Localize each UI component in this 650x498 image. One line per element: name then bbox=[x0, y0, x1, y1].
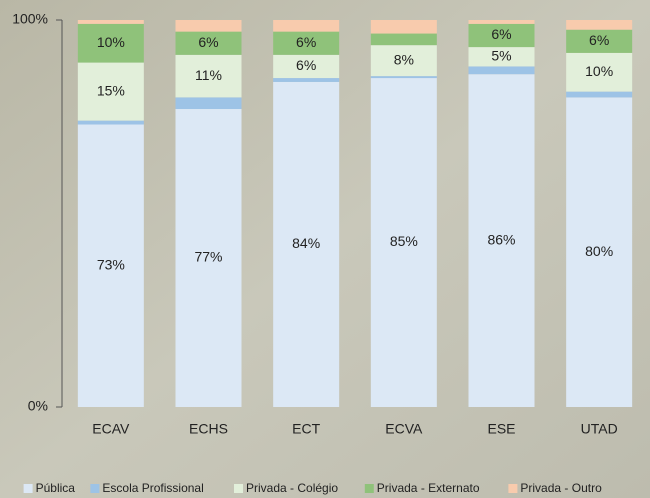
bar-segment bbox=[273, 20, 339, 32]
data-label: 85% bbox=[390, 233, 418, 249]
legend-label: Pública bbox=[36, 481, 76, 495]
legend-label: Escola Profissional bbox=[102, 481, 203, 495]
data-label: 73% bbox=[97, 256, 125, 272]
page: {"chart_data": {"type": "stacked-bar", "… bbox=[0, 0, 650, 498]
x-tick-label: UTAD bbox=[581, 421, 618, 437]
y-tick-label: 100% bbox=[12, 11, 48, 27]
data-label: 80% bbox=[585, 243, 613, 259]
data-label: 11% bbox=[195, 67, 222, 83]
bar-segment bbox=[371, 34, 437, 46]
bar-segment bbox=[371, 76, 437, 78]
bar-segment bbox=[176, 97, 242, 109]
x-tick-label: ECAV bbox=[92, 421, 130, 437]
data-label: 8% bbox=[394, 51, 414, 67]
data-label: 77% bbox=[194, 249, 222, 265]
x-tick-label: ECHS bbox=[189, 421, 228, 437]
bar-segment bbox=[78, 121, 144, 125]
data-label: 10% bbox=[585, 63, 613, 79]
legend-swatch bbox=[365, 484, 374, 493]
legend-swatch bbox=[24, 484, 33, 493]
chart: Pública Escola Profissional Privada - Colé… bbox=[0, 0, 650, 498]
legend-label: Privada - Externato bbox=[377, 481, 480, 495]
data-label: 10% bbox=[97, 34, 125, 50]
data-label: 5% bbox=[491, 47, 511, 63]
bar-segment bbox=[469, 66, 535, 74]
y-tick-label: 0% bbox=[28, 398, 48, 414]
x-tick-label: ECT bbox=[292, 421, 320, 437]
x-tick-label: ECVA bbox=[385, 421, 423, 437]
data-label: 6% bbox=[198, 34, 218, 50]
bar-segment bbox=[78, 20, 144, 24]
data-label: 6% bbox=[296, 57, 316, 73]
legend-label: Privada - Outro bbox=[520, 481, 602, 495]
bar-segment bbox=[566, 20, 632, 30]
bar-segment bbox=[371, 20, 437, 34]
legend-swatch bbox=[90, 484, 99, 493]
data-label: 6% bbox=[491, 26, 511, 42]
bar-segment bbox=[566, 92, 632, 98]
bar-segment bbox=[469, 20, 535, 24]
data-label: 15% bbox=[97, 82, 125, 98]
bar-segment bbox=[273, 78, 339, 82]
legend-swatch bbox=[234, 484, 243, 493]
data-label: 84% bbox=[292, 235, 320, 251]
bar-segment bbox=[176, 20, 242, 32]
legend-label: Privada - Colégio bbox=[246, 481, 338, 495]
data-label: 6% bbox=[296, 34, 316, 50]
data-label: 86% bbox=[487, 231, 515, 247]
legend-swatch bbox=[508, 484, 517, 493]
x-tick-label: ESE bbox=[487, 421, 515, 437]
data-label: 6% bbox=[589, 32, 609, 48]
